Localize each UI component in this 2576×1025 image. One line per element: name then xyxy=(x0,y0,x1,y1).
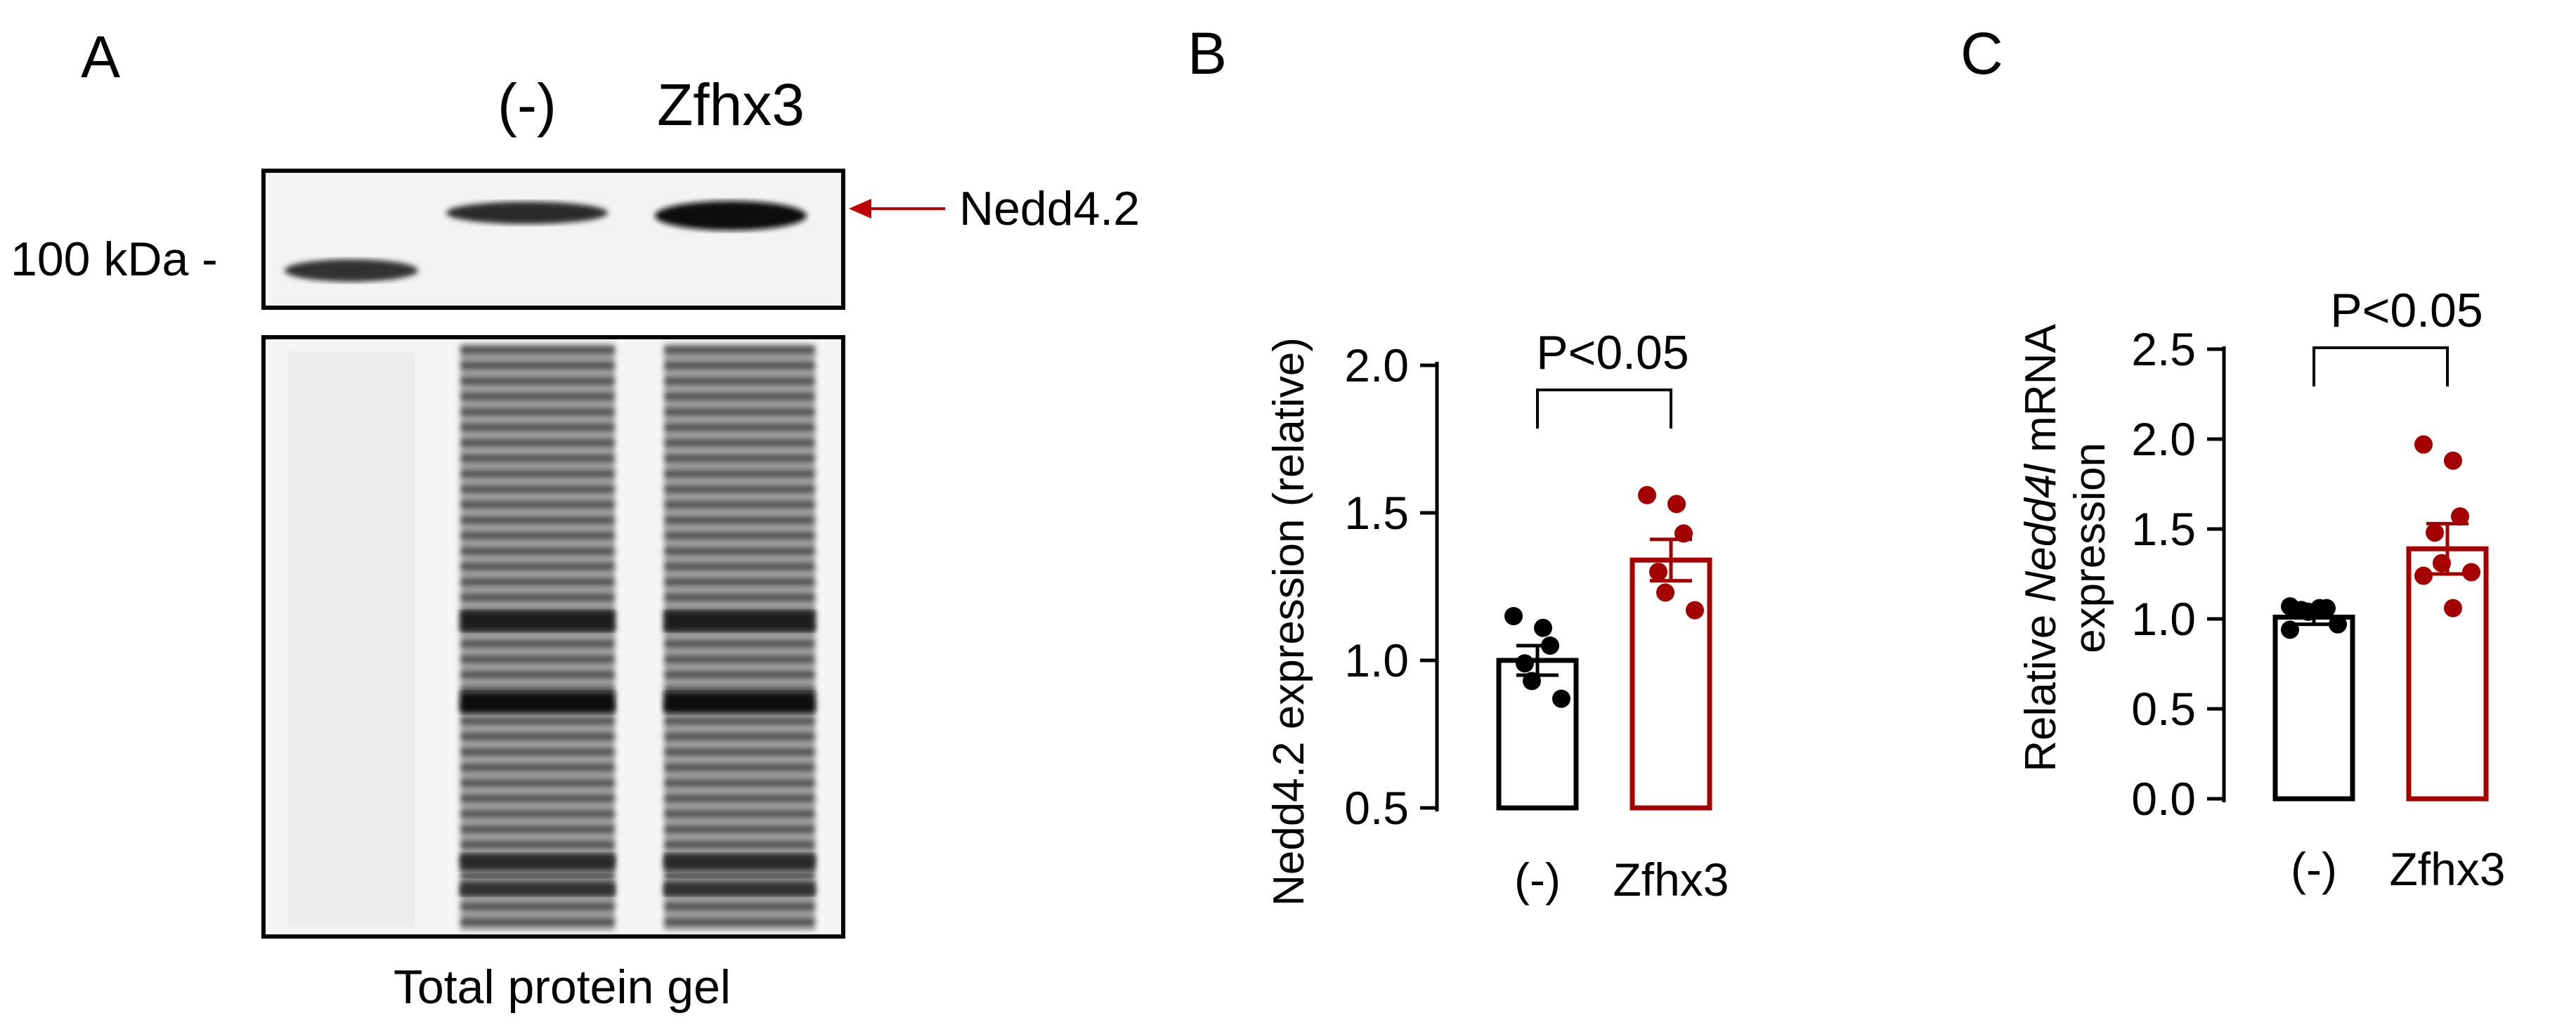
band-label: Nedd4.2 xyxy=(959,182,1140,235)
chart-b-y-axis-title: Nedd4.2 expression (relative) xyxy=(1265,337,1313,906)
chart-b-category-control: (-) xyxy=(1514,854,1561,906)
b-point-0 xyxy=(1534,618,1552,637)
chart-c-p-value: P<0.05 xyxy=(2330,284,2483,337)
c-bar-0 xyxy=(2272,614,2355,802)
b-tick-label: 2.0 xyxy=(1344,339,1409,391)
chart-c-category-control: (-) xyxy=(2291,843,2337,895)
c-point-0 xyxy=(2299,602,2317,621)
c-point-1 xyxy=(2433,554,2451,573)
c-point-0 xyxy=(2317,599,2336,618)
c-tick-label: 2.5 xyxy=(2131,323,2196,375)
c-point-1 xyxy=(2451,507,2469,526)
b-tick-label: 1.5 xyxy=(1344,487,1409,539)
western-blot-nedd4-2 xyxy=(261,169,845,310)
chart-b-bars xyxy=(1496,485,1712,811)
chart-c-category-zfhx3: Zfhx3 xyxy=(2389,843,2505,895)
c-bar-1 xyxy=(2406,546,2489,802)
gel-lane-control xyxy=(460,344,615,931)
band-zfhx3 xyxy=(655,201,807,230)
panel-a-letter: A xyxy=(81,24,120,90)
chart-b-significance xyxy=(1536,389,1672,429)
arrow-nedd4-2 xyxy=(849,199,945,218)
b-point-1 xyxy=(1649,563,1667,581)
c-tick-label: 2.0 xyxy=(2131,413,2196,465)
c-point-0 xyxy=(2329,615,2347,634)
c-tick-label: 1.5 xyxy=(2131,503,2196,555)
marker-label: 100 kDa - xyxy=(11,233,218,286)
lane-label-zfhx3: Zfhx3 xyxy=(657,72,805,138)
b-point-1 xyxy=(1656,583,1674,602)
panel-c-letter: C xyxy=(1960,20,2003,86)
b-bracket-line xyxy=(1536,389,1672,429)
panel-b-letter: B xyxy=(1188,20,1227,86)
c-tick-label: 0.0 xyxy=(2131,773,2196,825)
chart-c-y-title-part1: Relative xyxy=(2017,603,2065,772)
b-point-1 xyxy=(1686,601,1704,620)
chart-b-category-zfhx3: Zfhx3 xyxy=(1613,854,1729,906)
total-protein-gel xyxy=(261,335,845,939)
chart-c-significance xyxy=(2312,346,2449,386)
b-point-1 xyxy=(1667,495,1686,514)
c-tick-label: 1.0 xyxy=(2131,593,2196,645)
b-tick-label: 0.5 xyxy=(1344,782,1409,834)
c-point-1 xyxy=(2462,563,2480,582)
marker-band xyxy=(285,259,418,282)
c-bracket-line xyxy=(2312,346,2449,386)
b-point-0 xyxy=(1516,654,1534,673)
b-point-1 xyxy=(1674,524,1693,543)
chart-c-y-axis-title: Relative Nedd4l mRNA xyxy=(2017,324,2065,772)
b-point-0 xyxy=(1504,607,1523,625)
b-point-0 xyxy=(1523,672,1541,691)
chart-c-bars xyxy=(2272,435,2489,802)
chart-b-p-value: P<0.05 xyxy=(1536,326,1689,379)
c-tick-label: 0.5 xyxy=(2131,683,2196,735)
chart-b-ticks: 0.5 1.0 1.5 2.0 xyxy=(1344,339,1437,834)
b-point-1 xyxy=(1638,485,1656,504)
band-control xyxy=(446,202,608,224)
panel-b: B Nedd4.2 expression (relative) 0.5 1.0 1.… xyxy=(1188,20,1729,906)
c-point-1 xyxy=(2444,599,2462,618)
b-point-0 xyxy=(1552,689,1570,708)
gel-lane-marker xyxy=(288,351,415,927)
panel-c: C Relative Nedd4l mRNA expression 0.0 0.5… xyxy=(1960,20,2506,895)
chart-c-y-title-gene: Nedd4l xyxy=(2017,463,2065,603)
b-tick-label: 1.0 xyxy=(1344,634,1409,686)
chart-c-ticks: 0.0 0.5 1.0 1.5 2.0 2.5 xyxy=(2131,323,2224,825)
c-point-1 xyxy=(2414,435,2433,454)
chart-c-y-title-part3: mRNA xyxy=(2017,324,2065,464)
c-point-1 xyxy=(2414,566,2433,585)
gel-caption: Total protein gel xyxy=(393,960,731,1014)
panel-a: A (-) Zfhx3 100 kDa - Nedd4.2 xyxy=(11,24,1140,1014)
c-point-0 xyxy=(2281,620,2299,639)
b-point-0 xyxy=(1541,636,1559,655)
lane-label-control: (-) xyxy=(497,72,557,138)
chart-c-y-axis-title-line2: expression xyxy=(2066,443,2114,653)
c-point-1 xyxy=(2444,451,2462,470)
c-point-1 xyxy=(2426,523,2444,542)
gel-lane-zfhx3 xyxy=(664,344,815,931)
